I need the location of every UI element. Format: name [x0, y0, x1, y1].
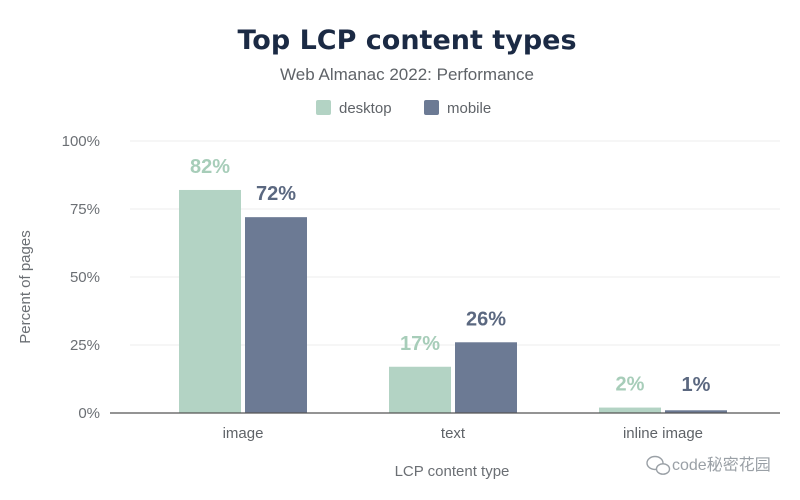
y-axis-ticks: 0% 25% 50% 75% 100%	[62, 133, 100, 422]
bar-desktop	[599, 407, 661, 413]
chart-subtitle: Web Almanac 2022: Performance	[280, 65, 534, 84]
data-label-mobile: 26%	[466, 308, 506, 330]
y-tick-label: 25%	[70, 337, 100, 354]
data-labels: 82% 72% 17% 26% 2% 1%	[190, 156, 711, 396]
bar-mobile	[245, 217, 307, 413]
category-label: text	[441, 425, 466, 442]
data-label-mobile: 72%	[256, 183, 296, 205]
x-axis-title: LCP content type	[395, 463, 510, 480]
chart-title: Top LCP content types	[237, 25, 576, 56]
legend: desktop mobile	[316, 100, 491, 117]
watermark: code秘密花园	[646, 455, 771, 475]
bar-mobile	[665, 410, 727, 413]
x-axis-categories: image text inline image	[223, 425, 703, 442]
data-label-desktop: 2%	[616, 374, 645, 396]
y-axis-title: Percent of pages	[17, 230, 34, 343]
watermark-text: code秘密花园	[672, 456, 771, 474]
legend-label-mobile: mobile	[447, 100, 491, 117]
data-label-desktop: 82%	[190, 156, 230, 178]
data-label-mobile: 1%	[682, 374, 711, 396]
bar-mobile	[455, 342, 517, 413]
legend-swatch-mobile	[424, 100, 439, 115]
y-tick-label: 75%	[70, 201, 100, 218]
category-label: image	[223, 425, 264, 442]
y-tick-label: 50%	[70, 269, 100, 286]
bar-desktop	[389, 366, 451, 413]
bar-desktop	[179, 189, 241, 413]
data-label-desktop: 17%	[400, 333, 440, 355]
wechat-icon	[646, 455, 671, 475]
legend-label-desktop: desktop	[339, 100, 392, 117]
bars	[179, 189, 727, 413]
y-tick-label: 0%	[78, 405, 100, 422]
category-label: inline image	[623, 425, 703, 442]
legend-swatch-desktop	[316, 100, 331, 115]
y-tick-label: 100%	[62, 133, 100, 150]
